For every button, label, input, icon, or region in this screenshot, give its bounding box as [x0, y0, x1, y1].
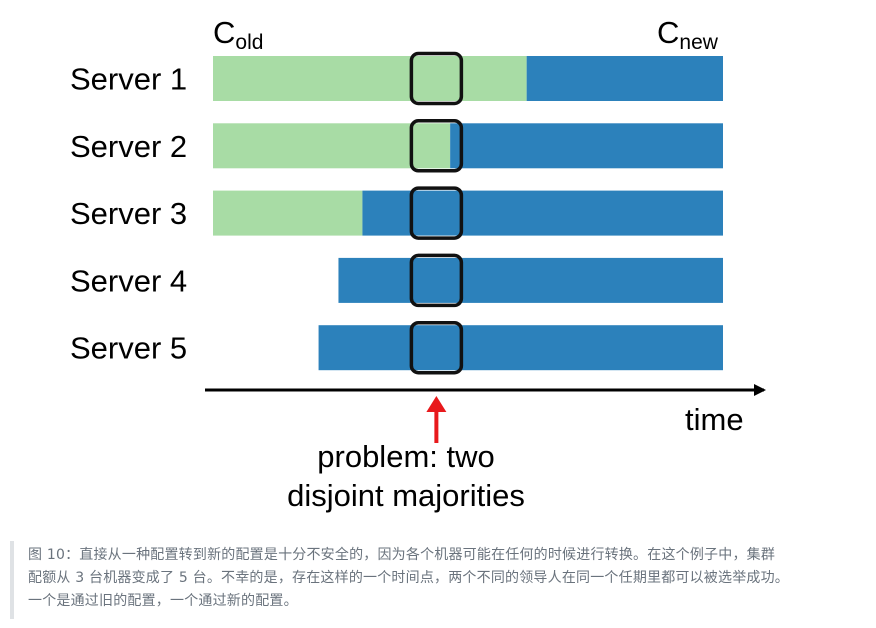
old-config-bar — [213, 56, 527, 101]
server-label: Server 2 — [70, 129, 187, 164]
new-config-bar — [526, 56, 723, 101]
new-config-bar — [450, 123, 723, 169]
server-label: Server 3 — [70, 196, 187, 231]
config-new-base: C — [657, 15, 679, 50]
problem-label-line1: problem: two — [317, 439, 494, 474]
problem-label-line2: disjoint majorities — [287, 478, 525, 513]
old-config-bar — [213, 190, 363, 236]
config-old-sub: old — [235, 31, 263, 54]
caption-line-2: 配额从 3 台机器变成了 5 台。不幸的是，存在这样的一个时间点，两个不同的领导… — [28, 570, 790, 586]
server-label: Server 1 — [70, 62, 187, 97]
caption-line-1: 图 10：直接从一种配置转到新的配置是十分不安全的，因为各个机器可能在任何的时候… — [28, 547, 776, 563]
problem-time-marker — [409, 51, 464, 106]
problem-time-marker — [409, 320, 464, 375]
problem-arrow-head — [426, 396, 447, 412]
new-config-bar — [338, 257, 723, 303]
problem-time-marker — [409, 186, 464, 240]
figure-caption: 图 10：直接从一种配置转到新的配置是十分不安全的，因为各个机器可能在任何的时候… — [10, 541, 872, 619]
server-label: Server 4 — [70, 263, 187, 298]
server-rows: Server 1 Server 2 Server 3 Server 4 Server 5 — [70, 51, 723, 375]
config-new-sub: new — [679, 31, 718, 54]
config-new-label: Cnew — [657, 15, 719, 54]
problem-time-marker — [409, 119, 464, 173]
time-axis-label: time — [685, 402, 744, 437]
config-old-base: C — [213, 15, 235, 50]
caption-line-3: 一个是通过旧的配置，一个通过新的配置。 — [28, 593, 298, 609]
problem-time-marker — [409, 253, 464, 308]
server-label: Server 5 — [70, 331, 187, 366]
old-config-bar — [213, 123, 451, 169]
new-config-bar — [318, 325, 723, 371]
config-old-label: Cold — [213, 15, 263, 54]
new-config-bar — [362, 190, 723, 236]
